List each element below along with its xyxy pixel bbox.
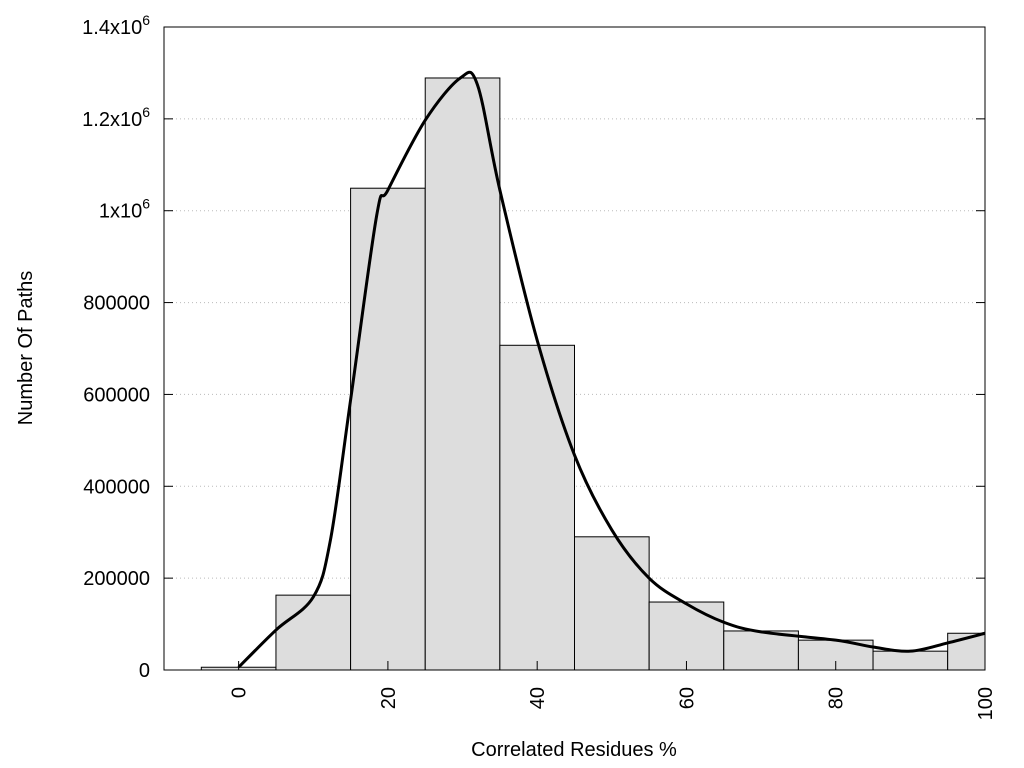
gridlines [164, 118, 985, 579]
histogram-bar [499, 344, 576, 671]
y-tick-label: 600000 [83, 384, 150, 406]
x-tick-label: 40 [527, 687, 549, 709]
histogram-bar [350, 187, 426, 671]
bars [200, 77, 986, 671]
x-axis: 0 20 40 60 80 100 [229, 661, 997, 720]
y-tick-label: 1.2x106 [82, 104, 150, 131]
y-tick-label: 1.4x106 [82, 12, 150, 39]
smoothed-curve [237, 70, 986, 669]
x-tick-label: 20 [378, 687, 400, 709]
y-tick-label: 800000 [83, 293, 150, 315]
plot-frame [163, 26, 986, 671]
x-tick-label: 80 [826, 687, 848, 709]
x-axis-label: Correlated Residues % [471, 739, 677, 761]
y-tick-label: 0 [139, 660, 150, 682]
y-tick-label: 400000 [83, 476, 150, 498]
histogram-bar [275, 594, 352, 671]
y-tick-label: 1x106 [99, 196, 150, 223]
y-axis-label: Number Of Paths [15, 271, 37, 426]
histogram-bar [424, 77, 501, 671]
x-tick-label: 100 [975, 687, 997, 720]
histogram-bar [574, 536, 650, 671]
y-axis: 0 200000 400000 600000 800000 1x106 1.2x106 1.4… [82, 12, 985, 682]
histogram-bar [872, 650, 949, 671]
x-tick-label: 0 [229, 687, 251, 698]
x-tick-label: 60 [676, 687, 698, 709]
histogram-bar [648, 601, 725, 671]
histogram-bar [723, 630, 799, 671]
y-tick-label: 200000 [83, 568, 150, 590]
